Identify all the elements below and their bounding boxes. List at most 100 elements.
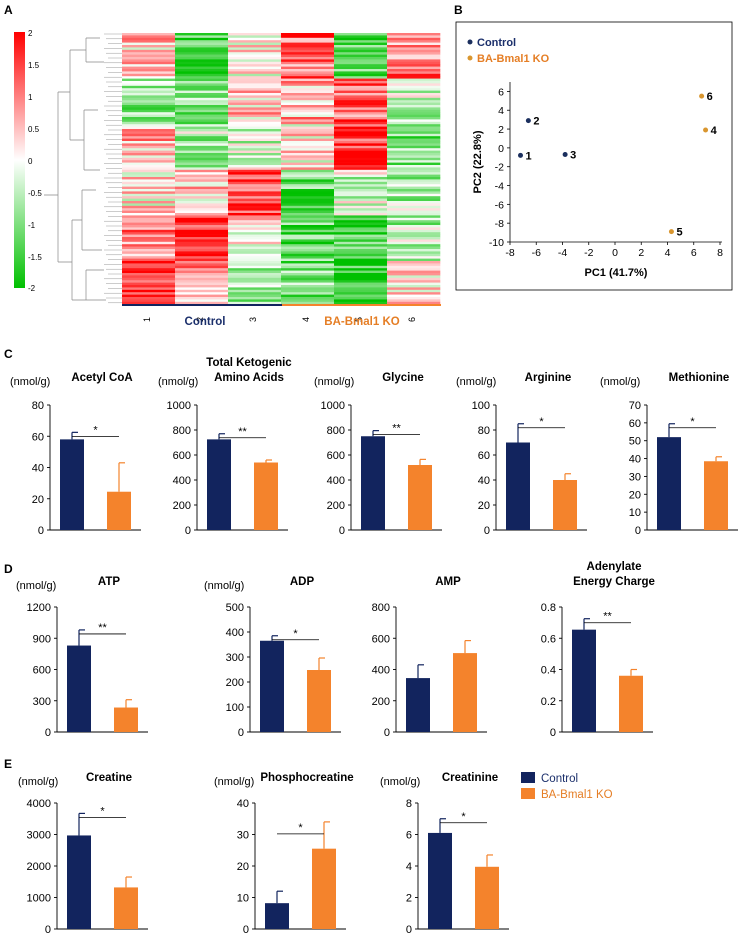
heatmap-cell	[175, 232, 229, 235]
heatmap-cell	[122, 179, 176, 183]
heatmap-cell	[387, 275, 441, 279]
heatmap-cell	[334, 95, 388, 99]
heatmap-cell	[175, 66, 229, 70]
heatmap-cell	[334, 181, 388, 185]
heatmap-cell	[122, 117, 176, 120]
pca-legend-control: Control	[477, 37, 516, 49]
heatmap-cell	[387, 220, 441, 223]
heatmap-cell	[175, 112, 229, 115]
bar-ko	[408, 465, 432, 530]
heatmap-cell	[228, 117, 282, 120]
bar-chart-tick-label: 20	[478, 500, 490, 512]
bar-chart-tick-label: 200	[327, 500, 345, 512]
heatmap-cell	[281, 229, 335, 233]
pca-ytick-label: -2	[495, 162, 504, 174]
heatmap-cell	[175, 105, 229, 108]
heatmap-cell	[387, 71, 441, 75]
heatmap-cell	[334, 275, 388, 279]
heatmap-cell	[228, 109, 282, 113]
heatmap-cell	[281, 299, 335, 303]
heatmap-cell	[228, 64, 282, 67]
bar-chart-tick-label: 400	[327, 475, 345, 487]
heatmap-cell	[175, 33, 229, 36]
heatmap-cell	[228, 234, 282, 238]
pca-xtick-label: -4	[558, 247, 567, 259]
heatmap-cell	[228, 184, 282, 187]
heatmap-cell	[175, 241, 229, 245]
heatmap-cell	[175, 239, 229, 243]
heatmap-cell	[334, 37, 388, 41]
heatmap-cell	[228, 289, 282, 293]
bar-chart-title: Energy Charge	[573, 576, 655, 588]
heatmap-cell	[387, 107, 441, 111]
heatmap-cell	[334, 141, 388, 144]
pca-frame	[455, 21, 733, 291]
heatmap-cell	[228, 253, 282, 257]
heatmap-cell	[387, 129, 441, 132]
bar-chart-tick-label: 1000	[27, 893, 51, 905]
heatmap-cell	[281, 222, 335, 226]
heatmap-cell	[122, 177, 176, 180]
heatmap-cell	[281, 186, 335, 190]
heatmap-cell	[387, 285, 441, 288]
heatmap-cell	[281, 294, 335, 298]
heatmap-cell	[334, 222, 388, 226]
heatmap-cell	[175, 85, 229, 89]
heatmap-cell	[387, 37, 441, 41]
heatmap-cell	[387, 246, 441, 250]
heatmap-cell	[387, 172, 441, 175]
bar-ko	[114, 707, 138, 732]
heatmap-cell	[122, 169, 176, 173]
heatmap-cell	[387, 119, 441, 123]
heatmap-cell	[334, 136, 388, 139]
heatmap-cell	[175, 280, 229, 283]
heatmap-cell	[122, 141, 176, 144]
heatmap-cell	[334, 121, 388, 125]
bar-chart-tick-label: 40	[629, 454, 641, 466]
heatmap-cell	[228, 273, 282, 276]
heatmap-cell	[387, 249, 441, 252]
pca-xtick-label: 0	[612, 247, 618, 259]
heatmap-cell	[175, 253, 229, 257]
bar-chart-tick-label: 2	[406, 893, 412, 905]
heatmap-cell	[175, 234, 229, 238]
heatmap-cell	[228, 54, 282, 58]
bar-chart-tick-label: 60	[478, 450, 490, 462]
significance-mark: *	[690, 416, 695, 428]
bar-control	[260, 640, 284, 732]
heatmap-cell	[334, 191, 388, 195]
bar-chart-tick-label: 6	[406, 830, 412, 842]
heatmap-cell	[175, 76, 229, 79]
heatmap-cell	[387, 93, 441, 96]
heatmap-cell	[387, 169, 441, 173]
heatmap-cell	[122, 225, 176, 228]
heatmap-cell	[228, 76, 282, 79]
heatmap-cell	[281, 280, 335, 283]
heatmap-cell	[281, 277, 335, 281]
heatmap-cell	[387, 153, 441, 156]
heatmap-cell	[228, 265, 282, 269]
heatmap-cell	[228, 246, 282, 250]
bar-chart-tick-label: 50	[629, 436, 641, 448]
bar-control	[572, 629, 596, 732]
heatmap-cell	[334, 253, 388, 257]
heatmap-cell	[387, 109, 441, 113]
bar-chart-tick-label: 600	[173, 450, 191, 462]
bar-chart-title: Arginine	[525, 372, 572, 384]
heatmap-cell	[175, 121, 229, 125]
heatmap-cell	[175, 88, 229, 91]
heatmap-cell	[281, 88, 335, 91]
heatmap-cell	[334, 155, 388, 159]
heatmap-cell	[334, 93, 388, 96]
heatmap-cell	[228, 287, 282, 291]
heatmap-cell	[387, 165, 441, 168]
heatmap-cell	[334, 117, 388, 120]
heatmap-cell	[228, 227, 282, 231]
heatmap-cell	[122, 112, 176, 115]
pca-point	[668, 229, 674, 235]
heatmap-cell	[281, 273, 335, 276]
heatmap-cell	[228, 256, 282, 259]
heatmap-cell	[281, 292, 335, 295]
